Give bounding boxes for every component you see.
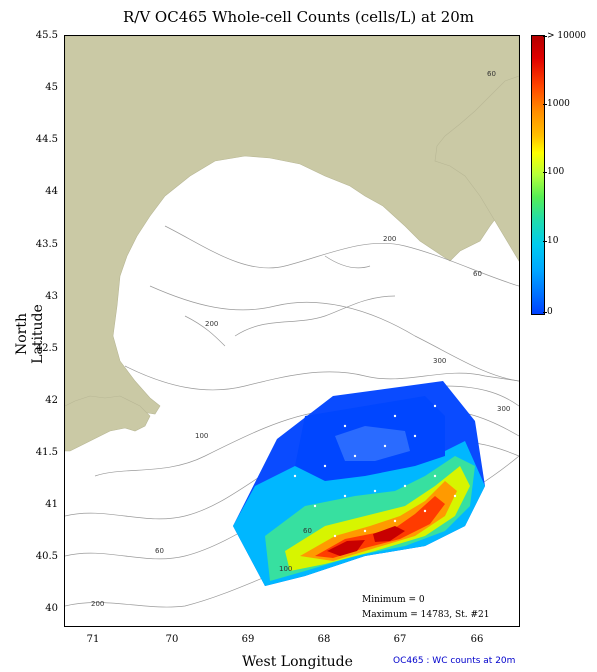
colorbar-label: 10	[547, 236, 559, 246]
colorbar-label: 1000	[547, 99, 570, 109]
y-tick-label: 42	[45, 395, 58, 406]
colorbar	[531, 35, 545, 315]
y-tick-label: 40.5	[35, 551, 58, 562]
x-axis-label: West Longitude	[242, 654, 353, 670]
y-tick-label: 43	[45, 291, 58, 302]
footer-caption: OC465 : WC counts at 20m	[393, 656, 516, 666]
contour-label: 60	[487, 70, 496, 78]
contour-label: 60	[155, 547, 164, 555]
colorbar-tick	[543, 36, 547, 37]
station-markers	[293, 404, 457, 538]
y-tick-label: 41	[45, 499, 58, 510]
y-axis-label: North Latitude	[14, 304, 46, 364]
stats-box: Minimum = 0 Maximum = 14783, St. #21	[362, 593, 490, 623]
y-tick-label: 45.5	[35, 30, 58, 41]
x-tick-label: 67	[393, 634, 407, 645]
colorbar-tick	[543, 312, 547, 313]
y-tick-label: 40	[45, 603, 58, 614]
colorbar-label: 0	[547, 307, 553, 317]
x-tick-label: 69	[241, 634, 255, 645]
contour-label: 300	[433, 357, 446, 365]
land-cape-cod	[65, 395, 151, 452]
x-tick-label: 70	[165, 634, 179, 645]
y-tick-label: 44.5	[35, 134, 58, 145]
y-tick-label: 44	[45, 186, 58, 197]
colorbar-label: 100	[547, 167, 565, 177]
stats-minimum: Minimum = 0	[362, 595, 425, 605]
contour-label: 200	[91, 600, 104, 608]
colorbar-tick	[543, 104, 547, 105]
y-tick-label: 41.5	[35, 447, 58, 458]
colorbar-tick	[543, 241, 547, 242]
count-field	[233, 381, 485, 586]
y-tick-label: 43.5	[35, 239, 58, 250]
stats-maximum: Maximum = 14783, St. #21	[362, 610, 490, 620]
contour-label: 200	[383, 235, 396, 243]
contour-label: 100	[195, 432, 208, 440]
x-tick-label: 68	[317, 634, 331, 645]
contour-label: 200	[205, 320, 218, 328]
contour-label: 60	[473, 270, 482, 278]
land-mass	[65, 36, 519, 442]
contour-label: 300	[497, 405, 510, 413]
x-tick-label: 71	[86, 634, 100, 645]
map-plot-area: 60 200 100 60 300 200 60 300 100 60 200	[64, 35, 520, 627]
map-title: R/V OC465 Whole-cell Counts (cells/L) at…	[122, 8, 475, 26]
colorbar-tick	[543, 172, 547, 173]
y-tick-label: 45	[45, 82, 58, 93]
map-canvas: 60 200 100 60 300 200 60 300 100 60 200	[65, 36, 519, 608]
x-tick-label: 66	[470, 634, 484, 645]
contour-label: 100	[279, 565, 292, 573]
land-nova-scotia	[434, 75, 519, 262]
colorbar-label: > 10000	[547, 31, 587, 41]
contour-label: 60	[303, 527, 312, 535]
y-tick-label: 42.5	[35, 343, 58, 354]
